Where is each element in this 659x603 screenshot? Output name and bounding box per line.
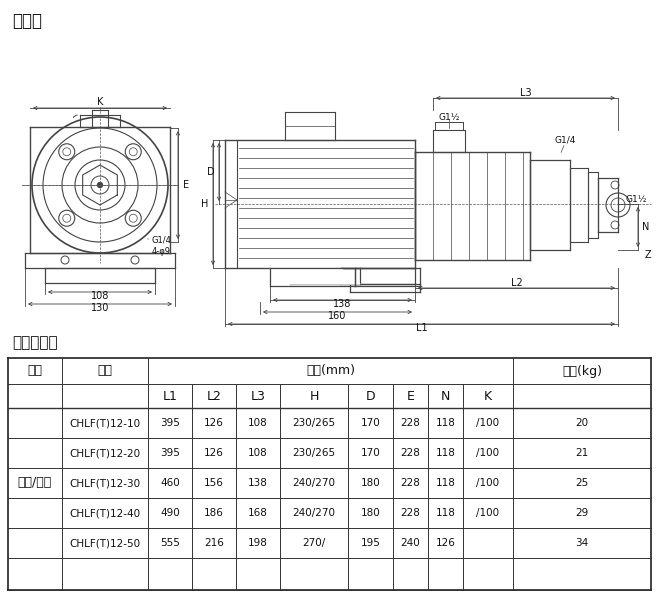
Text: 395: 395 — [160, 448, 180, 458]
Text: 180: 180 — [360, 478, 380, 488]
Text: 118: 118 — [436, 508, 455, 518]
Text: 108: 108 — [248, 418, 268, 428]
Text: H: H — [201, 199, 209, 209]
Text: 电机: 电机 — [28, 364, 42, 377]
Text: 重量(kg): 重量(kg) — [562, 364, 602, 377]
Text: CHLF(T)12-40: CHLF(T)12-40 — [69, 508, 140, 518]
Text: G1½: G1½ — [625, 195, 646, 204]
Text: CHLF(T)12-10: CHLF(T)12-10 — [69, 418, 140, 428]
Text: 25: 25 — [575, 478, 588, 488]
Text: N: N — [441, 390, 450, 402]
Polygon shape — [270, 268, 360, 284]
Text: 138: 138 — [333, 299, 352, 309]
Text: /100: /100 — [476, 418, 500, 428]
Text: G1/4: G1/4 — [152, 236, 172, 244]
Text: 460: 460 — [160, 478, 180, 488]
Text: 170: 170 — [360, 418, 380, 428]
Text: 108: 108 — [91, 291, 109, 301]
Text: Z: Z — [645, 250, 652, 260]
Text: 29: 29 — [575, 508, 588, 518]
Text: 168: 168 — [248, 508, 268, 518]
Text: 186: 186 — [204, 508, 224, 518]
Text: 130: 130 — [91, 303, 109, 313]
Text: 490: 490 — [160, 508, 180, 518]
Text: 126: 126 — [204, 448, 224, 458]
Text: 240/270: 240/270 — [293, 508, 335, 518]
Text: 230/265: 230/265 — [293, 448, 335, 458]
Text: 126: 126 — [204, 418, 224, 428]
Text: 21: 21 — [575, 448, 588, 458]
Text: L3: L3 — [520, 88, 531, 98]
Text: 228: 228 — [401, 508, 420, 518]
Text: 尺寸和重量: 尺寸和重量 — [12, 335, 57, 350]
Text: /100: /100 — [476, 508, 500, 518]
Text: 180: 180 — [360, 508, 380, 518]
Text: 198: 198 — [248, 538, 268, 548]
Text: 118: 118 — [436, 418, 455, 428]
Text: 228: 228 — [401, 418, 420, 428]
Text: 240: 240 — [401, 538, 420, 548]
Text: L2: L2 — [206, 390, 221, 402]
Text: 138: 138 — [248, 478, 268, 488]
Text: 118: 118 — [436, 478, 455, 488]
Text: N: N — [643, 222, 650, 232]
Text: E: E — [407, 390, 415, 402]
Text: 126: 126 — [436, 538, 455, 548]
Text: L1: L1 — [416, 323, 427, 333]
Text: 118: 118 — [436, 448, 455, 458]
Text: L2: L2 — [511, 278, 523, 288]
Text: 228: 228 — [401, 478, 420, 488]
Text: 尺寸(mm): 尺寸(mm) — [306, 364, 355, 377]
Text: G1½: G1½ — [438, 113, 460, 121]
Text: L1: L1 — [163, 390, 177, 402]
Text: 型号: 型号 — [98, 364, 113, 377]
Text: CHLF(T)12-30: CHLF(T)12-30 — [69, 478, 140, 488]
Text: H: H — [309, 390, 319, 402]
Text: 230/265: 230/265 — [293, 418, 335, 428]
Text: 三相/单相: 三相/单相 — [18, 476, 52, 490]
Text: 156: 156 — [204, 478, 224, 488]
Text: D: D — [207, 167, 215, 177]
Text: 安装图: 安装图 — [12, 12, 42, 30]
Circle shape — [98, 183, 103, 188]
Text: 4-φ9: 4-φ9 — [152, 247, 171, 256]
Text: 108: 108 — [248, 448, 268, 458]
Text: /100: /100 — [476, 478, 500, 488]
Text: 555: 555 — [160, 538, 180, 548]
Text: 240/270: 240/270 — [293, 478, 335, 488]
Text: G1/4: G1/4 — [554, 136, 576, 145]
Text: E: E — [183, 180, 189, 190]
Text: 195: 195 — [360, 538, 380, 548]
Text: 160: 160 — [328, 311, 347, 321]
Text: /100: /100 — [476, 448, 500, 458]
Text: 20: 20 — [575, 418, 588, 428]
Text: 395: 395 — [160, 418, 180, 428]
Text: 170: 170 — [360, 448, 380, 458]
Text: K: K — [97, 97, 103, 107]
Text: 270/: 270/ — [302, 538, 326, 548]
Text: CHLF(T)12-20: CHLF(T)12-20 — [69, 448, 140, 458]
Text: 34: 34 — [575, 538, 588, 548]
Text: L3: L3 — [250, 390, 266, 402]
Text: 216: 216 — [204, 538, 224, 548]
Text: CHLF(T)12-50: CHLF(T)12-50 — [69, 538, 140, 548]
Text: 228: 228 — [401, 448, 420, 458]
Text: D: D — [366, 390, 376, 402]
Text: K: K — [484, 390, 492, 402]
